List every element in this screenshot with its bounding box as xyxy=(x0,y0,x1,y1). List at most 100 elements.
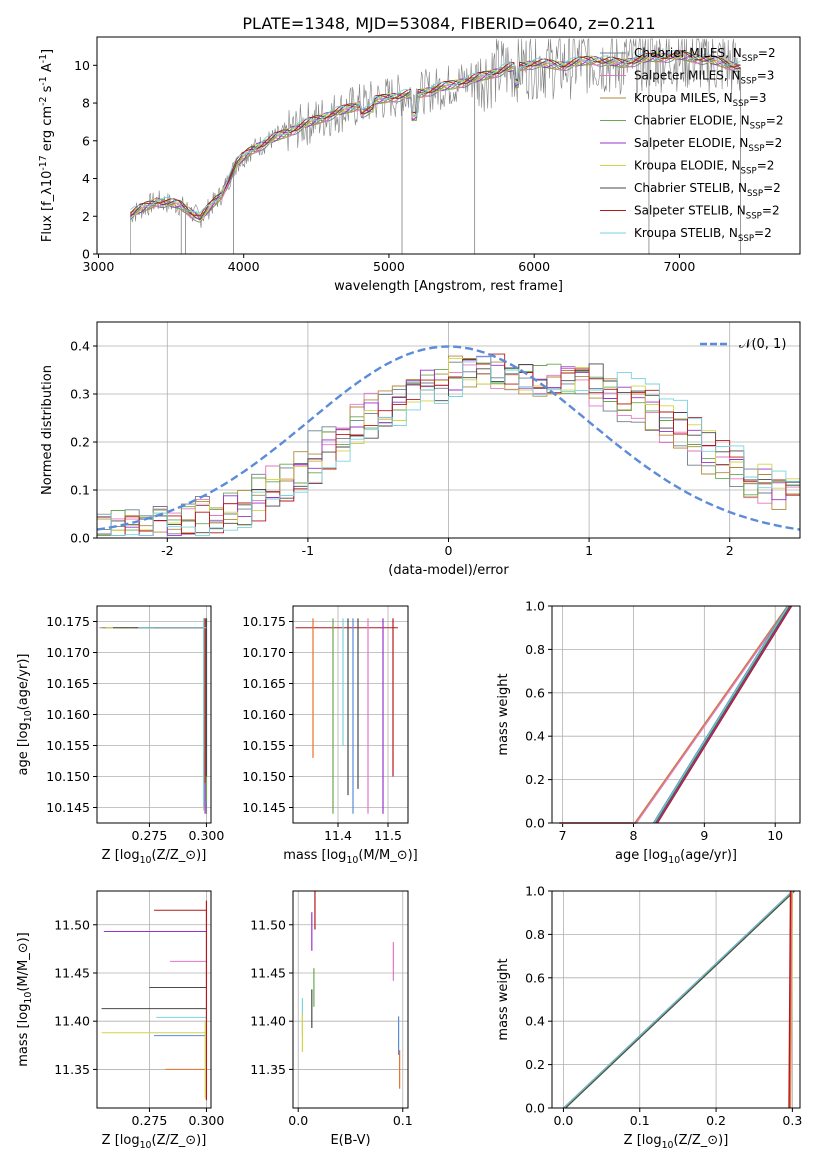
cumulative-weight-line xyxy=(653,605,789,824)
y-tick-label: 0.6 xyxy=(525,685,545,700)
residual-panel: -2 -1 0 1 2 0.0 0.1 0.2 0.3 0.4 (data-model)/error… xyxy=(40,321,801,578)
x-tick-label: 0.300 xyxy=(189,1113,225,1128)
y-tick-label: 10.145 xyxy=(242,800,286,815)
y-tick-label: 0.8 xyxy=(525,642,545,657)
y-tick-label: 10.160 xyxy=(242,707,286,722)
y-tick-label: 0.0 xyxy=(525,1101,545,1116)
weight-vs-z-panel: 0.0 0.1 0.2 0.3 0.0 0.2 0.4 0.6 0.8 1.0 Z [log10(Z… xyxy=(496,884,802,1152)
mass-vs-z-panel: 0.275 0.300 11.35 11.40 11.45 11.50 Z [log10(Z… xyxy=(16,890,225,1151)
axes-frame xyxy=(551,890,801,1109)
y-tick-label: 10.170 xyxy=(242,645,286,660)
histogram-step xyxy=(96,356,801,538)
x-tick-label: 0 xyxy=(445,543,453,558)
x-tick-label: 0.2 xyxy=(706,1113,726,1128)
age-vs-z-panel: 0.275 0.300 10.145 10.150 10.155 10.160 10.165… xyxy=(16,605,224,866)
x-tick-label: 3000 xyxy=(83,259,115,274)
y-tick-label: 10.175 xyxy=(46,614,90,629)
y-tick-label: 10.165 xyxy=(46,676,90,691)
y-tick-label: 0.3 xyxy=(70,387,90,402)
plot-area xyxy=(130,38,741,255)
x-tick-label: 2 xyxy=(726,543,734,558)
y-tick-label: 8 xyxy=(82,96,90,111)
plot-area xyxy=(96,345,801,538)
y-tick-label: 11.45 xyxy=(54,965,90,980)
y-axis-label: Flux [f_λ10-17 erg cm-2 s-1 A-1] xyxy=(38,49,55,242)
age-vs-mass-panel: 11.4 11.5 10.145 10.150 10.155 10.160 10.165 10… xyxy=(242,605,418,866)
x-axis-label: Z [log10(Z/Z_⊙)] xyxy=(624,1133,729,1151)
y-tick-label: 10.175 xyxy=(242,614,286,629)
plot-area xyxy=(301,891,401,1089)
legend-label: Salpeter ELODIE, NSSP=2 xyxy=(634,136,782,154)
y-tick-label: 0.4 xyxy=(525,729,545,744)
cumulative-weight-line xyxy=(655,605,791,824)
x-tick-label: 0.1 xyxy=(393,1113,413,1128)
axes-frame xyxy=(292,890,409,1109)
x-tick-label: 5000 xyxy=(373,259,405,274)
cumulative-weight-line xyxy=(652,605,788,824)
plot-area xyxy=(295,618,398,814)
x-axis-label: Z [log10(Z/Z_⊙)] xyxy=(102,848,207,866)
model-fit-line xyxy=(130,50,741,214)
cumulative-weight-line xyxy=(565,890,796,1109)
y-tick-label: 11.35 xyxy=(54,1062,90,1077)
x-tick-label: 0.1 xyxy=(630,1113,650,1128)
y-tick-label: 10.145 xyxy=(46,800,90,815)
x-tick-label: 1 xyxy=(585,543,593,558)
plot-area xyxy=(101,900,208,1101)
y-tick-label: 10.155 xyxy=(242,738,286,753)
spectrum-panel: 3000 4000 5000 6000 7000 0 2 4 6 8 10 wavelength [A… xyxy=(38,36,801,294)
y-axis-label: mass weight xyxy=(496,673,511,755)
plot-area xyxy=(99,618,208,814)
x-tick-label: -1 xyxy=(302,543,314,558)
y-tick-label: 2 xyxy=(82,209,90,224)
y-tick-label: 0 xyxy=(82,247,90,262)
y-tick-label: 10.165 xyxy=(242,676,286,691)
y-tick-label: 0.2 xyxy=(525,1057,545,1072)
y-tick-label: 10.150 xyxy=(242,769,286,784)
y-axis-label: mass weight xyxy=(496,958,511,1040)
plot-area xyxy=(559,605,793,824)
cumulative-weight-line xyxy=(788,890,792,1109)
y-tick-label: 11.45 xyxy=(250,965,286,980)
cumulative-weight-line xyxy=(657,605,793,824)
x-axis-label: age [log10(age/yr)] xyxy=(615,848,737,866)
y-axis-label: Normed distribution xyxy=(40,365,55,495)
axes-frame xyxy=(96,605,212,824)
y-tick-label: 6 xyxy=(82,133,90,148)
x-tick-label: 0.275 xyxy=(132,1113,168,1128)
y-tick-label: 11.50 xyxy=(54,917,90,932)
y-tick-label: 11.40 xyxy=(54,1014,90,1029)
y-tick-label: 4 xyxy=(82,171,90,186)
axes-frame xyxy=(96,36,801,255)
x-tick-label: 0.0 xyxy=(554,1113,574,1128)
axes-frame xyxy=(96,321,801,539)
legend-label: Kroupa ELODIE, NSSP=2 xyxy=(634,159,774,177)
x-tick-label: 0.0 xyxy=(288,1113,308,1128)
x-axis-label: E(B-V) xyxy=(330,1133,370,1148)
x-tick-label: 10 xyxy=(767,828,783,843)
x-tick-label: 4000 xyxy=(228,259,260,274)
mass-vs-ebv-panel: 0.0 0.1 11.35 11.40 11.45 11.50 E(B-V) xyxy=(250,890,413,1148)
x-tick-label: 8 xyxy=(630,828,638,843)
legend: Chabrier MILES, NSSP=2 Salpeter MILES, NS… xyxy=(600,46,783,244)
legend-label: 𝒩(0, 1) xyxy=(739,337,786,352)
y-tick-label: 11.35 xyxy=(250,1062,286,1077)
axes-frame xyxy=(292,605,409,824)
legend-label: Chabrier STELIB, NSSP=2 xyxy=(634,181,781,199)
x-tick-label: 7 xyxy=(559,828,567,843)
legend: 𝒩(0, 1) xyxy=(700,337,786,352)
y-tick-label: 10.160 xyxy=(46,707,90,722)
cumulative-weight-line xyxy=(563,890,794,1109)
x-tick-label: 0.275 xyxy=(132,828,168,843)
y-tick-label: 0.4 xyxy=(525,1014,545,1029)
cumulative-weight-line xyxy=(654,605,790,824)
x-axis-label: Z [log10(Z/Z_⊙)] xyxy=(102,1133,207,1151)
x-axis-label: wavelength [Angstrom, rest frame] xyxy=(334,279,563,294)
y-tick-label: 11.50 xyxy=(250,917,286,932)
y-tick-label: 0.0 xyxy=(70,531,90,546)
y-tick-label: 10.155 xyxy=(46,738,90,753)
x-tick-label: 6000 xyxy=(518,259,550,274)
weight-vs-age-panel: 7 8 9 10 0.0 0.2 0.4 0.6 0.8 1.0 age [log10(age/yr… xyxy=(496,599,801,866)
x-tick-label: 11.5 xyxy=(374,828,402,843)
